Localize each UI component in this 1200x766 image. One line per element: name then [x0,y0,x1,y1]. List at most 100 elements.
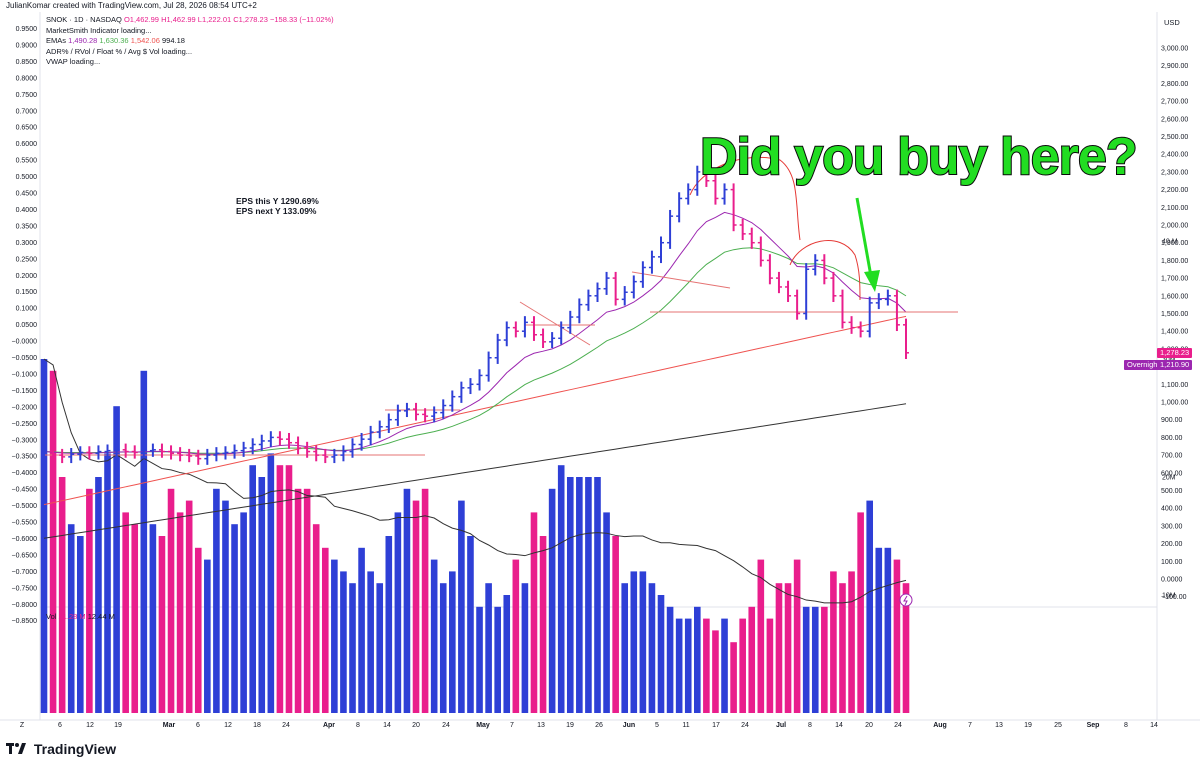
right-axis-tick: 200.00 [1161,541,1183,548]
time-axis-tick: 5 [655,722,659,729]
lightning-icon[interactable] [899,593,913,607]
annotation-text: Did you buy here? [699,127,1139,187]
marketsmith-row[interactable]: MarketSmith Indicator loading... [46,25,152,35]
chart-credit: JulianKomar created with TradingView.com… [6,1,257,10]
left-axis-tick: −0.0500 [12,355,38,362]
volume-bar [303,488,311,713]
right-axis-tick: 2,400.00 [1161,152,1188,159]
right-axis-tick: 2,100.00 [1161,205,1188,212]
left-axis-tick: 0.6500 [16,125,38,132]
time-axis-tick: 19 [566,722,574,729]
right-axis-tick: 2,900.00 [1161,63,1188,70]
emas-row[interactable]: EMAs 1,490.28 1,630.36 1,542.06 994.18 [46,36,334,47]
time-axis-tick: Mar [163,722,176,729]
volume-bar [666,606,674,713]
volume-bar [267,453,275,713]
open-value: O1,462.99 [123,15,159,24]
volume-bar [585,477,592,713]
volume-bar [775,583,783,713]
volume-bar [830,571,837,713]
volume-bar [367,571,374,713]
volume-bar [349,583,356,713]
volume-bar [703,618,710,713]
right-axis-tick: 1,800.00 [1161,258,1188,265]
left-axis-tick: 0.5500 [16,158,38,165]
volume-legend[interactable]: Vol 21.28 M 12.44 M [46,612,115,621]
right-axis-tick: 400.00 [1161,506,1183,513]
vwap-row[interactable]: VWAP loading... [46,57,101,66]
left-axis-tick: 0.8500 [16,59,38,66]
left-axis-tick: 0.7500 [16,92,38,99]
ema1-value: 1,490.28 [68,36,98,45]
time-axis-tick: 20 [865,722,873,729]
adr-row[interactable]: ADR% / RVol / Float % / Avg $ Vol loadin… [46,46,193,56]
left-axis-tick: 0.3000 [16,240,38,247]
volume-bar [240,512,247,713]
tradingview-footer[interactable]: TradingView [6,741,116,757]
volume-bar [576,477,583,713]
eps-next-year: EPS next Y 133.09% [236,206,317,216]
volume-bar [766,618,774,713]
time-axis-tick: Jul [776,722,786,729]
volume-bar [158,536,166,713]
time-axis-tick: May [476,722,490,729]
left-axis-tick: −0.7000 [12,569,38,576]
time-axis-tick: 12 [224,722,232,729]
volume-bar [86,488,93,713]
left-axis-tick: 0.2500 [16,256,38,263]
volume-bar [331,559,338,713]
left-axis-tick: −0.7500 [12,585,38,592]
left-axis-tick: 0.7000 [16,108,38,115]
right-axis-tick: 900.00 [1161,417,1183,424]
volume-bar [67,524,75,713]
time-axis-tick: 11 [682,722,689,729]
time-axis-tick: Apr [323,722,335,729]
time-axis-tick: 14 [383,722,391,729]
volume-bar [884,547,892,713]
volume-bar [476,606,483,713]
left-axis-tick: −0.5000 [12,503,38,510]
left-axis-tick: 0.4000 [16,207,38,214]
right-axis-tick: 2,000.00 [1161,223,1188,230]
left-axis-tick: 0.9500 [16,26,38,33]
volume-bar [376,583,384,713]
tradingview-brand: TradingView [33,741,117,757]
volume-bar [467,536,474,713]
volume-bar [449,571,456,713]
time-axis-tick: 26 [595,722,603,729]
low-value: L1,222.01 [197,15,232,24]
time-axis-tick: 14 [835,722,843,729]
trend-line [631,271,731,289]
right-axis-tick: 700.00 [1161,453,1183,460]
time-axis-tick: Aug [933,722,947,729]
price-bars [41,165,909,465]
left-axis-tick: 0.0500 [16,322,38,329]
tradingview-logo-icon [6,741,26,757]
volume-bar [784,583,792,713]
volume-bar [821,606,828,713]
right-axis-tick: 300.00 [1161,523,1183,530]
volume-bar [875,547,883,713]
right-axis-tick: 500.00 [1161,488,1183,495]
ticker-label[interactable]: SNOK · 1D · NASDAQ [46,15,122,24]
volume-bar [521,583,529,713]
volume-bar [176,512,184,713]
ohlc-row[interactable]: SNOK · 1D · NASDAQ O1,462.99 H1,462.99 L… [46,15,334,26]
volume-bar [104,453,111,713]
volume-bar [76,536,84,713]
time-axis-tick: 19 [114,722,122,729]
ema-lines [43,211,907,539]
currency-label[interactable]: USD [1164,18,1180,27]
left-axis-tick: 0.1000 [16,306,38,313]
volume-bar [557,465,565,713]
time-axis-tick: 8 [1124,722,1128,729]
volume-bar [684,618,692,713]
volume-bar [848,571,855,713]
right-axis-tick: 2,600.00 [1161,116,1188,123]
volume-bar [458,500,465,713]
volume-bar [430,559,438,713]
left-axis-tick: −0.2000 [12,404,38,411]
volume-bar [40,359,48,713]
volume-bar [131,524,139,713]
